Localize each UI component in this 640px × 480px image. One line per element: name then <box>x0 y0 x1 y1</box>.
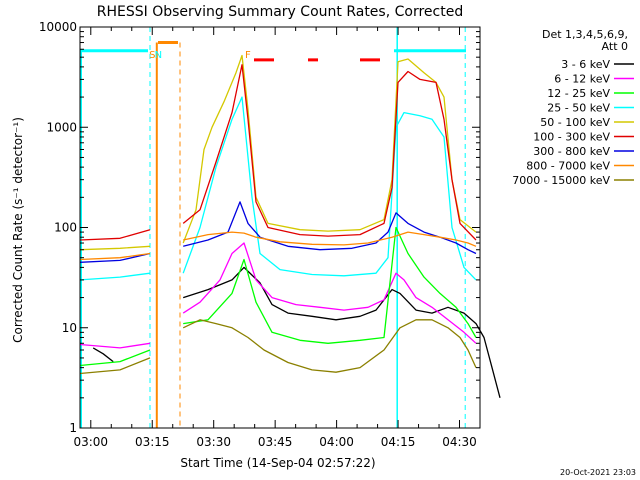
x-tick-label: 03:00 <box>73 435 108 449</box>
legend-entry-label: 50 - 100 keV <box>540 116 610 129</box>
legend-entry-label: 3 - 6 keV <box>561 58 610 71</box>
series-line-300-800-kev <box>79 252 151 263</box>
legend-entry-label: 100 - 300 keV <box>533 131 610 144</box>
x-axis-label: Start Time (14-Sep-04 02:57:22) <box>180 456 375 470</box>
y-axis: 1 10 100 1000 10000 <box>39 20 480 435</box>
series-line-100-300-kev <box>79 229 151 241</box>
series-line-12-25-kev <box>183 226 477 344</box>
series-line-6-12-kev <box>182 242 477 344</box>
series-line-800-7000-kev <box>79 252 151 261</box>
y-tick-label: 100 <box>54 221 77 235</box>
y-tick-label: 10000 <box>39 20 77 34</box>
plot-frame <box>79 26 481 429</box>
series-line-800-7000-kev <box>183 231 477 247</box>
x-tick-label: 03:15 <box>135 435 170 449</box>
legend-entry-label: 25 - 50 keV <box>547 102 610 115</box>
series-line-3-6-kev <box>183 266 501 398</box>
series-line-100-300-kev <box>182 64 477 241</box>
legend-entry-label: 12 - 25 keV <box>547 87 610 100</box>
annotation-label: F <box>245 50 251 61</box>
x-axis: 03:00 03:15 03:30 03:45 04:00 04:15 04:30 <box>73 27 481 449</box>
legend-entry-label: 7000 - 15000 keV <box>512 174 610 187</box>
annotation-label: N <box>155 50 162 61</box>
series-line-12-25-kev <box>79 349 151 367</box>
y-axis-label: Corrected Count Rate (s⁻¹ detector⁻¹) <box>11 117 25 343</box>
series-line-6-12-kev <box>79 342 151 349</box>
x-tick-label: 03:30 <box>196 435 231 449</box>
series-line-50-100-kev <box>182 54 477 244</box>
footer-date: 20-Oct-2021 23:03 <box>560 468 636 477</box>
legend-entry-label: 6 - 12 keV <box>554 73 610 86</box>
legend-entry-label: 300 - 800 keV <box>533 145 610 158</box>
series-line-25-50-kev <box>79 272 151 281</box>
series-line-300-800-kev <box>183 201 477 255</box>
series-line-3-6-kev <box>92 347 114 363</box>
y-tick-label: 10 <box>62 321 77 335</box>
y-tick-label: 1000 <box>46 120 77 134</box>
x-tick-label: 04:15 <box>381 435 416 449</box>
legend-header: Att 0 <box>602 40 628 53</box>
legend-header: Det 1,3,4,5,6,9, <box>542 28 628 41</box>
legend: Det 1,3,4,5,6,9,Att 0 3 - 6 keV 6 - 12 keV… <box>512 28 634 187</box>
series-line-7000-15000-kev <box>182 319 477 373</box>
y-tick-label: 1 <box>69 421 77 435</box>
x-tick-label: 03:45 <box>258 435 293 449</box>
x-tick-label: 04:30 <box>442 435 477 449</box>
series-line-50-100-kev <box>79 245 151 251</box>
series-line-7000-15000-kev <box>79 357 151 375</box>
x-tick-label: 04:00 <box>319 435 354 449</box>
chart-title: RHESSI Observing Summary Count Rates, Co… <box>97 4 463 20</box>
legend-entry-label: 800 - 7000 keV <box>526 160 610 173</box>
series-line-25-50-kev <box>182 96 477 281</box>
annotation-label: S <box>149 50 155 61</box>
